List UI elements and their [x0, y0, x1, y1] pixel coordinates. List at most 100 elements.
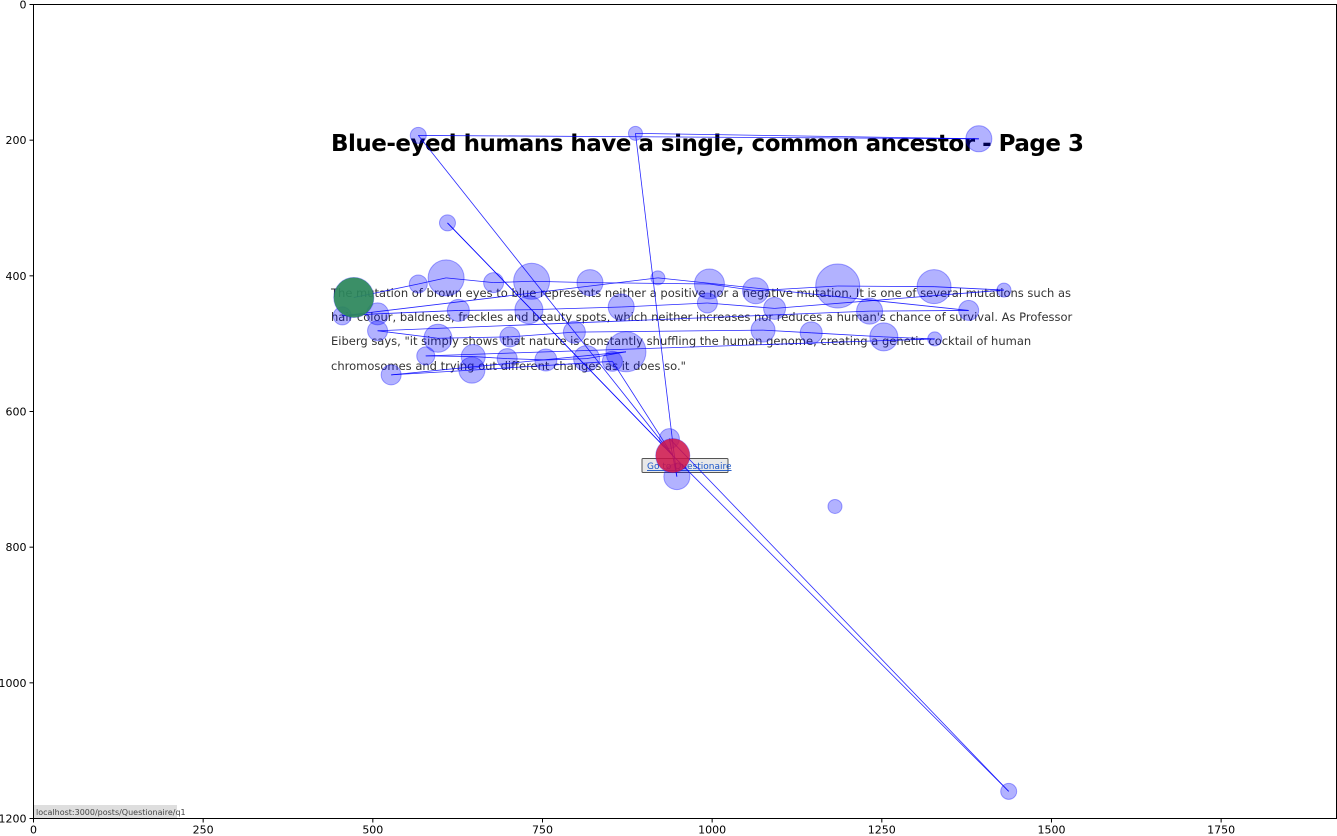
- fixation-point: [573, 345, 601, 373]
- fixation-point: [696, 292, 718, 314]
- fixation-point: [409, 126, 427, 144]
- scanpath-segment: [709, 283, 756, 292]
- scanpath-segment: [447, 222, 674, 456]
- fixation-point: [562, 320, 586, 344]
- plot-frame: [33, 4, 1337, 819]
- fixation-point: [416, 346, 436, 366]
- scanpath-segment: [586, 351, 627, 359]
- paragraph-line-1: The mutation of brown eyes to blue repre…: [330, 286, 1071, 300]
- fixation-point: [496, 348, 518, 370]
- scanpath-segment: [883, 336, 935, 340]
- fixation-point: [607, 293, 635, 321]
- scanpath-segment: [418, 277, 447, 285]
- fixation-point: [601, 350, 623, 372]
- y-tick-label: 800: [6, 541, 27, 554]
- x-tick-label: 750: [532, 824, 553, 836]
- fixation-point: [427, 259, 465, 297]
- fixation-point: [513, 262, 551, 300]
- y-tick-label: 400: [6, 270, 27, 283]
- scanpath-segment: [493, 280, 532, 284]
- fixation-point: [1000, 782, 1018, 800]
- status-url: localhost:3000/posts/Questionaire/q1: [36, 808, 186, 817]
- y-tick-label: 0: [20, 0, 27, 12]
- x-tick-label: 1000: [698, 824, 726, 836]
- scanpath-segment: [621, 302, 708, 308]
- fixation-point: [827, 498, 843, 514]
- start-fixation-point: [333, 277, 374, 318]
- fixation-point: [927, 331, 943, 347]
- scanpath-segment: [342, 277, 658, 317]
- scanpath-segment: [657, 277, 969, 311]
- fixation-point: [799, 321, 823, 345]
- fixation-point: [514, 295, 544, 325]
- x-tick-label: 500: [362, 824, 383, 836]
- scanpath-segment: [417, 135, 674, 456]
- scanpath-segment: [707, 302, 775, 309]
- fixation-point: [693, 268, 725, 300]
- x-tick-label: 1250: [868, 824, 896, 836]
- scanpath-segment: [672, 455, 1009, 792]
- scanpath-segment: [509, 331, 575, 338]
- fixation-point: [750, 317, 776, 343]
- scanpath-segment: [755, 285, 838, 292]
- scanpath-lines: [342, 132, 1010, 792]
- scanpath-segment: [612, 361, 674, 456]
- y-tick-label: 1000: [0, 677, 27, 690]
- scanpath-segment: [425, 355, 474, 357]
- fixation-point: [423, 323, 453, 353]
- scanpath-segment: [458, 309, 529, 311]
- fixation-point: [380, 364, 402, 386]
- y-tick-label: 200: [6, 134, 27, 147]
- end-fixation-point: [655, 438, 690, 473]
- fixation-point: [763, 296, 787, 320]
- fixation-point: [965, 125, 993, 153]
- scanpath-segment: [473, 356, 508, 359]
- fixation-point: [605, 331, 647, 373]
- scanpath-segment: [425, 338, 935, 357]
- status-bar: [34, 805, 177, 818]
- scanpath-segment: [763, 329, 812, 334]
- fixation-point: [996, 282, 1012, 298]
- page-screenshot: Blue-eyed humans have a single, common a…: [34, 131, 1084, 818]
- scanpath-segment: [669, 438, 1010, 792]
- scanpath-segment: [837, 285, 935, 288]
- y-tick-label: 1200: [0, 813, 27, 826]
- scanpath-segment: [446, 277, 494, 284]
- scanpath-segment: [589, 282, 710, 285]
- questionaire-button-label: Go to Questionaire: [647, 462, 732, 472]
- fixation-point: [815, 263, 861, 309]
- scanpath-segment: [635, 133, 678, 477]
- scanpath-segment: [531, 280, 590, 284]
- scanpath-segment: [377, 310, 870, 332]
- fixation-points: [332, 125, 1018, 800]
- fixation-point: [366, 302, 390, 326]
- fixation-point: [856, 297, 884, 325]
- scanpath-segment: [377, 310, 459, 315]
- fixation-point: [438, 214, 456, 232]
- fixation-point: [499, 326, 521, 348]
- scanpath-segment: [574, 329, 764, 333]
- scanpath-segment: [774, 289, 1004, 309]
- fixation-point: [458, 356, 486, 384]
- fixation-point: [460, 344, 486, 370]
- fixation-point: [958, 299, 980, 321]
- scanpath-segment: [391, 369, 472, 376]
- x-tick-label: 250: [193, 824, 214, 836]
- scanpath-segment: [635, 132, 979, 140]
- x-tick-label: 1750: [1207, 824, 1235, 836]
- scanpath-segment: [471, 360, 613, 371]
- paragraph-line-2: hair colour, baldness, freckles and beau…: [331, 310, 1073, 324]
- scanpath-segment: [507, 358, 546, 361]
- scanpath-segment: [391, 351, 626, 376]
- y-tick-label: 600: [6, 406, 27, 419]
- fixation-point: [916, 269, 952, 305]
- fixation-point: [869, 322, 899, 352]
- scanpath-segment: [528, 306, 622, 311]
- scanpath-segment: [545, 358, 587, 361]
- fixation-point: [742, 277, 770, 305]
- fixation-point: [367, 320, 389, 342]
- scanpath-segment: [437, 336, 510, 339]
- fixation-point: [534, 348, 558, 372]
- scanpath-segment: [811, 332, 884, 338]
